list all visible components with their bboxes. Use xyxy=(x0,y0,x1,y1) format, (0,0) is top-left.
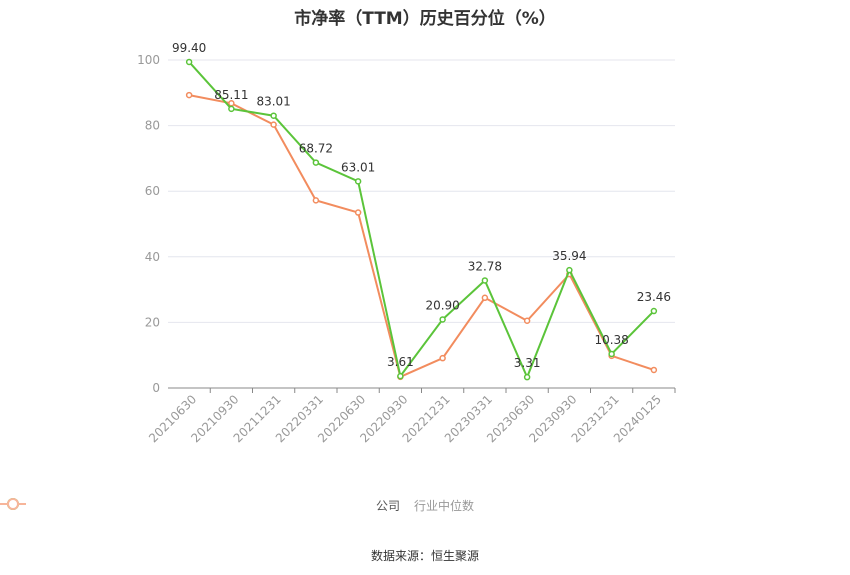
data-point-0 xyxy=(523,373,531,381)
data-point-1 xyxy=(439,354,446,362)
data-point-0 xyxy=(566,266,573,274)
series-line-0 xyxy=(188,61,655,380)
y-tick-label: 20 xyxy=(145,315,160,329)
data-label: 35.94 xyxy=(552,249,586,263)
y-tick-label: 0 xyxy=(152,381,160,395)
legend-item-industry-median[interactable]: 行业中位数 xyxy=(0,497,475,514)
line-chart: 0204060801002021063020210930202112312022… xyxy=(137,41,676,445)
data-label: 3.61 xyxy=(387,355,414,369)
y-tick-label: 80 xyxy=(145,119,160,133)
data-point-0 xyxy=(608,350,615,358)
data-label: 83.01 xyxy=(256,95,290,109)
data-label: 23.46 xyxy=(637,290,671,304)
data-point-1 xyxy=(185,91,193,99)
data-point-0 xyxy=(312,159,320,166)
series-line-1 xyxy=(188,94,655,379)
data-point-0 xyxy=(228,105,235,113)
data-label: 3.31 xyxy=(514,356,541,370)
data-point-0 xyxy=(270,112,277,119)
data-label: 10.38 xyxy=(594,333,628,347)
data-point-0 xyxy=(650,307,658,315)
y-tick-label: 60 xyxy=(145,184,160,198)
legend-marker-industry-median xyxy=(0,498,26,510)
data-point-1 xyxy=(650,366,658,374)
data-label: 68.72 xyxy=(299,142,333,156)
data-point-0 xyxy=(354,178,362,185)
y-tick-label: 40 xyxy=(145,250,160,264)
data-point-1 xyxy=(523,317,531,325)
data-point-0 xyxy=(439,316,446,323)
data-label: 32.78 xyxy=(468,259,502,273)
data-point-0 xyxy=(397,372,404,380)
legend-item-company[interactable]: 公司 xyxy=(0,497,400,514)
data-label: 63.01 xyxy=(341,160,375,174)
data-point-1 xyxy=(354,209,362,216)
y-tick-label: 100 xyxy=(137,53,160,67)
data-point-1 xyxy=(270,121,277,128)
legend: 公司 行业中位数 xyxy=(0,497,850,514)
data-point-1 xyxy=(312,197,320,204)
data-label: 85.11 xyxy=(214,88,248,102)
data-point-1 xyxy=(481,294,489,302)
data-label: 99.40 xyxy=(172,41,206,55)
data-point-0 xyxy=(185,58,193,66)
data-point-0 xyxy=(481,277,489,284)
data-label: 20.90 xyxy=(425,298,459,312)
legend-label-company: 公司 xyxy=(375,499,400,513)
chart-title: 市净率（TTM）历史百分位（%） xyxy=(294,9,556,29)
data-source: 数据来源：恒生聚源 xyxy=(370,549,479,563)
legend-label-industry-median: 行业中位数 xyxy=(414,499,475,513)
